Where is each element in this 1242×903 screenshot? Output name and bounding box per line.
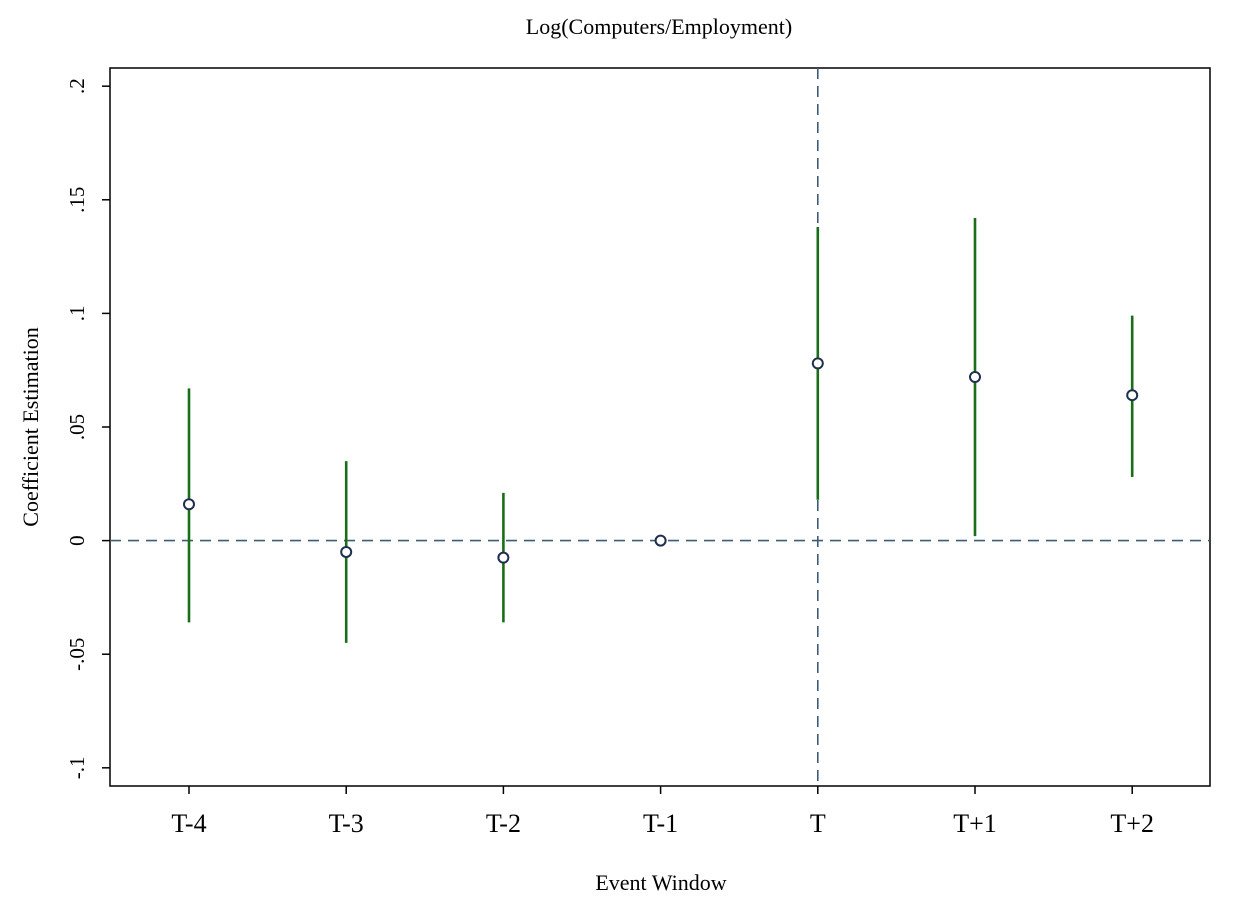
reference-lines [110,68,1210,786]
x-tick-label: T-3 [329,809,364,838]
point-t-4 [183,498,195,511]
x-tick-label: T+2 [1110,809,1154,838]
y-tick-label: -.1 [65,756,89,779]
y-axis-label: Coefficient Estimation [18,327,43,526]
point-tplus2 [1126,389,1139,402]
y-tick-label: -.05 [65,638,89,671]
x-axis: T-4 T-3 T-2 T-1 T T+1 T+2 [171,786,1154,838]
y-tick-label: .15 [65,187,89,213]
x-tick-label: T [810,809,826,838]
y-axis: -.1 -.05 0 .05 .1 .15 .2 [65,78,110,779]
x-tick-label: T-2 [486,809,521,838]
y-tick-label: .1 [65,306,89,322]
x-tick-label: T-4 [171,809,206,838]
point-t [811,357,824,370]
y-tick-label: .05 [65,414,89,440]
x-axis-label: Event Window [595,870,726,895]
point-t-2 [497,551,510,564]
x-tick-label: T+1 [953,809,997,838]
point-t-1 [654,534,667,547]
confidence-intervals [187,217,1134,643]
plot-frame [109,67,1211,787]
chart-title: Log(Computers/Employment) [526,14,792,39]
x-tick-label: T-1 [643,809,678,838]
point-t-3 [340,545,353,558]
point-estimates [183,357,1139,564]
y-tick-label: 0 [65,535,89,546]
y-tick-label: .2 [65,78,89,94]
point-tplus1 [969,371,981,384]
